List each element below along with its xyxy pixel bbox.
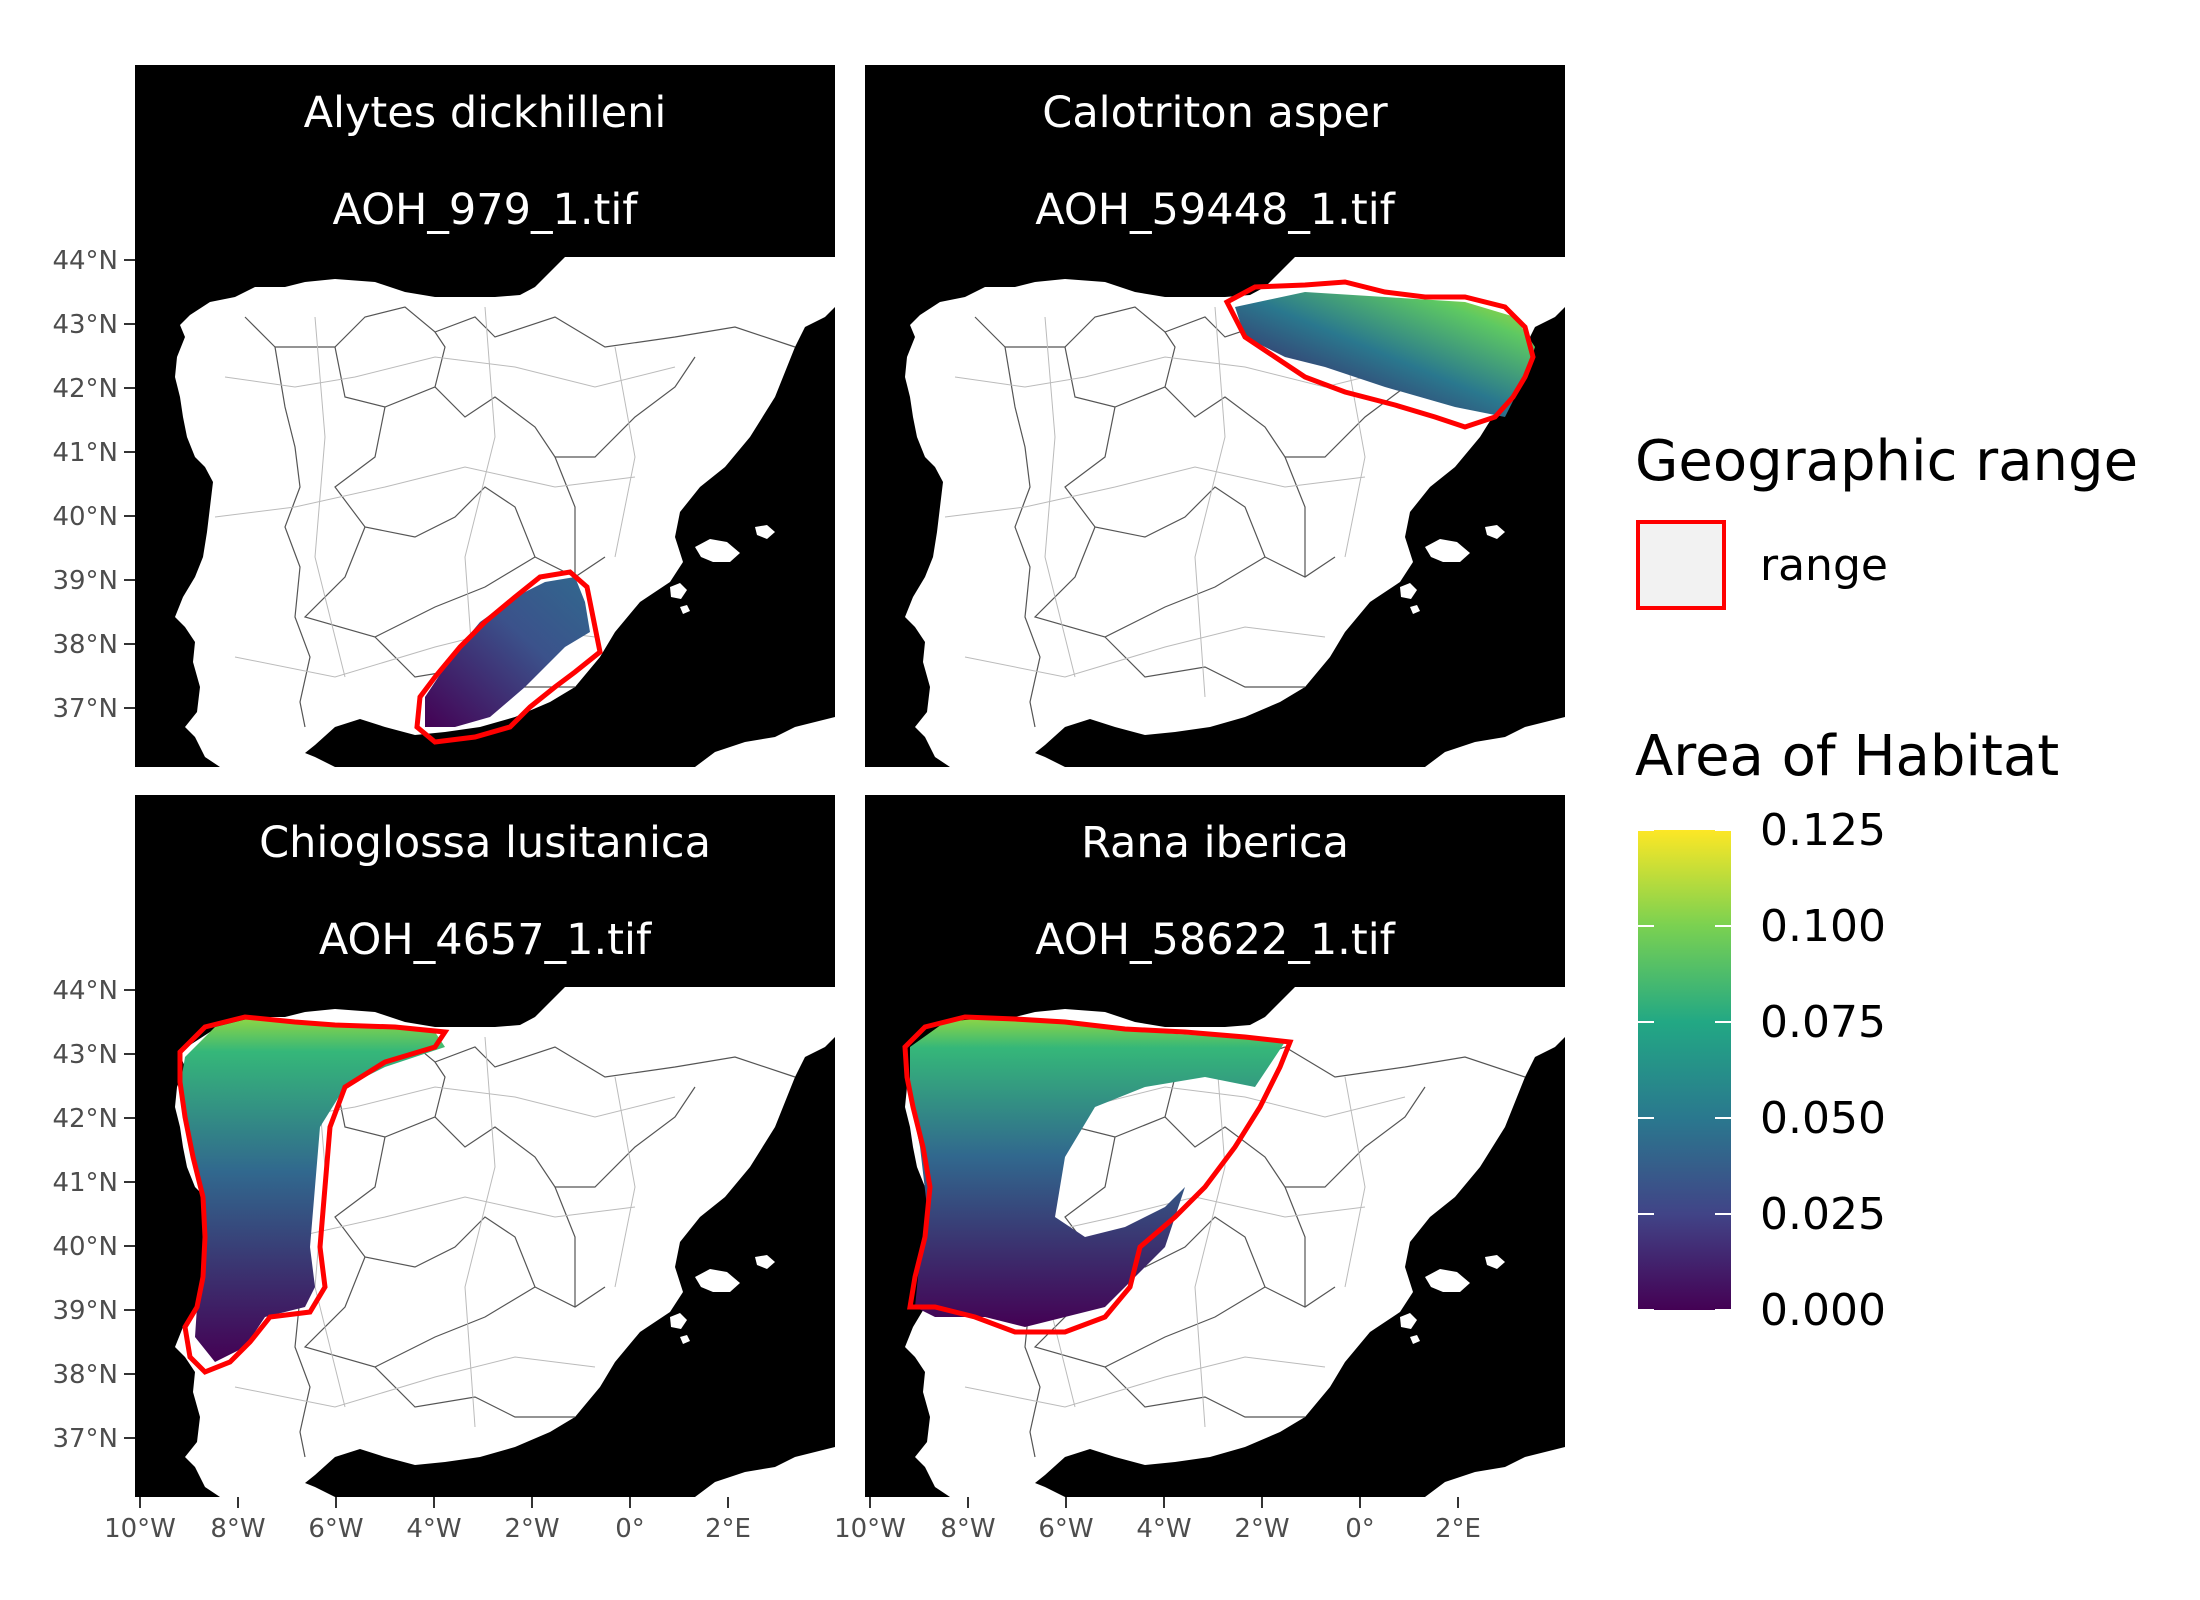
panel-species-title: Alytes dickhilleni bbox=[304, 88, 667, 138]
map-area bbox=[865, 256, 1566, 768]
y-axis-bottom-tick-label: 42°N bbox=[52, 1104, 118, 1134]
x-axis-right-tick-label: 8°W bbox=[940, 1514, 995, 1544]
panel-chioglossa-lusitanica: Chioglossa lusitanica AOH_4657_1.tif bbox=[135, 795, 836, 1498]
colorbar-tick-label: 0.100 bbox=[1760, 901, 1886, 952]
legend-title: Area of Habitat bbox=[1635, 724, 2059, 789]
panel-strip bbox=[865, 795, 1565, 987]
x-axis-right-tick-label: 6°W bbox=[1038, 1514, 1093, 1544]
panel-file-title: AOH_58622_1.tif bbox=[1035, 915, 1395, 965]
panel-strip bbox=[135, 65, 835, 257]
legend-title: Geographic range bbox=[1635, 429, 2138, 494]
map-area bbox=[135, 256, 836, 768]
y-axis-top-tick-label: 38°N bbox=[52, 630, 118, 660]
legend-area-of-habitat: Area of Habitat 0.125 0.100 0.075 0.050 0.02… bbox=[1635, 724, 2059, 1336]
y-axis-bottom-tick-label: 41°N bbox=[52, 1168, 118, 1198]
y-axis-bottom: 44°N 43°N 42°N 41°N 40°N 39°N 38°N 37°N bbox=[52, 976, 135, 1454]
colorbar-tick-label: 0.050 bbox=[1760, 1093, 1886, 1144]
panel-species-title: Chioglossa lusitanica bbox=[259, 818, 711, 868]
panel-species-title: Calotriton asper bbox=[1042, 88, 1388, 138]
x-axis-right-tick-label: 2°W bbox=[1234, 1514, 1289, 1544]
y-axis-top-tick-label: 44°N bbox=[52, 246, 118, 276]
panel-calotriton-asper: Calotriton asper AOH_59448_1.tif bbox=[865, 65, 1566, 768]
y-axis-top-tick-label: 39°N bbox=[52, 566, 118, 596]
colorbar-tick-label: 0.075 bbox=[1760, 997, 1886, 1048]
x-axis-right: 10°W 8°W 6°W 4°W 2°W 0° 2°E bbox=[834, 1497, 1481, 1544]
panel-rana-iberica: Rana iberica AOH_58622_1.tif bbox=[865, 795, 1566, 1498]
panel-file-title: AOH_59448_1.tif bbox=[1035, 185, 1395, 235]
x-axis-right-tick-label: 4°W bbox=[1136, 1514, 1191, 1544]
panel-strip bbox=[865, 65, 1565, 257]
x-axis-left-tick-label: 8°W bbox=[210, 1514, 265, 1544]
map-area bbox=[865, 986, 1566, 1498]
colorbar-tick-label: 0.125 bbox=[1760, 805, 1886, 856]
x-axis-left-tick-label: 10°W bbox=[104, 1514, 176, 1544]
y-axis-bottom-tick-label: 39°N bbox=[52, 1296, 118, 1326]
x-axis-left-tick-label: 0° bbox=[615, 1514, 645, 1544]
x-axis-right-tick-label: 2°E bbox=[1435, 1514, 1481, 1544]
range-outline bbox=[177, 1014, 450, 1375]
x-axis-right-tick-label: 0° bbox=[1345, 1514, 1375, 1544]
y-axis-top-tick-label: 42°N bbox=[52, 374, 118, 404]
y-axis-bottom-tick-label: 38°N bbox=[52, 1360, 118, 1390]
colorbar-tick-label: 0.000 bbox=[1760, 1285, 1886, 1336]
panel-species-title: Rana iberica bbox=[1081, 818, 1349, 868]
y-axis-bottom-tick-label: 37°N bbox=[52, 1424, 118, 1454]
aoh-raster bbox=[910, 1017, 1285, 1327]
x-axis-left: 10°W 8°W 6°W 4°W 2°W 0° 2°E bbox=[104, 1497, 751, 1544]
panel-file-title: AOH_4657_1.tif bbox=[319, 915, 652, 965]
map-area bbox=[135, 986, 836, 1498]
range-key-label: range bbox=[1760, 540, 1888, 591]
x-axis-left-tick-label: 2°W bbox=[504, 1514, 559, 1544]
colorbar bbox=[1638, 830, 1731, 1310]
range-key-swatch bbox=[1636, 520, 1726, 610]
y-axis-top-tick-label: 37°N bbox=[52, 694, 118, 724]
y-axis-top: 44°N 43°N 42°N 41°N 40°N 39°N 38°N 37°N bbox=[52, 246, 135, 724]
range-outline bbox=[414, 569, 603, 745]
panel-alytes-dickhilleni: Alytes dickhilleni AOH_979_1.tif bbox=[135, 65, 836, 768]
aoh-raster bbox=[425, 577, 590, 727]
x-axis-left-tick-label: 2°E bbox=[705, 1514, 751, 1544]
y-axis-top-tick-label: 40°N bbox=[52, 502, 118, 532]
range-outline bbox=[902, 1014, 1294, 1335]
y-axis-bottom-tick-label: 43°N bbox=[52, 1040, 118, 1070]
colorbar-ticks: 0.125 0.100 0.075 0.050 0.025 0.000 bbox=[1638, 805, 1886, 1336]
panel-strip bbox=[135, 795, 835, 987]
aoh-raster bbox=[1235, 292, 1535, 417]
x-axis-right-tick-label: 10°W bbox=[834, 1514, 906, 1544]
legend-geographic-range: Geographic range range bbox=[1635, 429, 2138, 610]
colorbar-tick-label: 0.025 bbox=[1760, 1189, 1886, 1240]
x-axis-left-tick-label: 6°W bbox=[308, 1514, 363, 1544]
range-outline bbox=[1223, 279, 1536, 430]
y-axis-top-tick-label: 41°N bbox=[52, 438, 118, 468]
x-axis-left-tick-label: 4°W bbox=[406, 1514, 461, 1544]
y-axis-bottom-tick-label: 40°N bbox=[52, 1232, 118, 1262]
y-axis-top-tick-label: 43°N bbox=[52, 310, 118, 340]
panel-file-title: AOH_979_1.tif bbox=[333, 185, 639, 235]
aoh-raster bbox=[180, 1017, 445, 1362]
y-axis-bottom-tick-label: 44°N bbox=[52, 976, 118, 1006]
